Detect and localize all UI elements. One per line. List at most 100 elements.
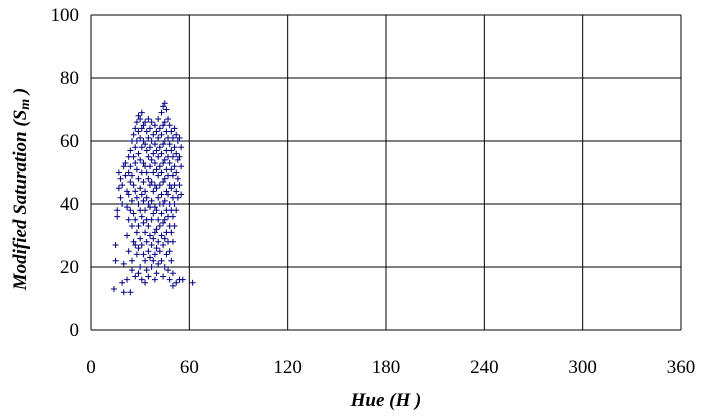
- data-point: [173, 131, 180, 138]
- data-point: [140, 122, 147, 129]
- data-point: [135, 150, 142, 157]
- x-tick-label: 0: [86, 357, 96, 378]
- data-point: [163, 251, 170, 258]
- data-point: [148, 264, 155, 270]
- data-point: [125, 191, 132, 198]
- data-point: [137, 235, 144, 242]
- data-point: [176, 153, 183, 160]
- data-point: [143, 194, 150, 201]
- data-point: [168, 257, 175, 264]
- data-point: [156, 125, 163, 132]
- data-point: [166, 160, 173, 167]
- data-point: [165, 267, 172, 274]
- data-point: [115, 185, 122, 192]
- grid-lines: [90, 14, 682, 331]
- data-point: [132, 160, 139, 167]
- data-point: [171, 125, 178, 132]
- data-point: [133, 229, 140, 236]
- data-point: [155, 194, 162, 201]
- data-point: [140, 138, 147, 144]
- data-point: [150, 169, 157, 176]
- data-point: [150, 257, 157, 264]
- data-point: [150, 210, 157, 217]
- data-point: [117, 194, 124, 201]
- data-point: [137, 115, 144, 122]
- data-point: [173, 188, 180, 195]
- data-point: [166, 276, 173, 283]
- data-point: [135, 112, 142, 119]
- data-point: [160, 122, 167, 129]
- data-point: [160, 219, 167, 226]
- data-point: [155, 216, 162, 223]
- data-point: [145, 153, 152, 160]
- data-point: [158, 257, 165, 264]
- data-point: [148, 138, 155, 144]
- y-tick-label: 60: [60, 131, 79, 152]
- data-point: [160, 160, 167, 167]
- data-point: [127, 163, 134, 170]
- data-point: [160, 178, 167, 185]
- data-point: [119, 279, 126, 286]
- data-point: [173, 207, 180, 214]
- data-point: [153, 245, 160, 252]
- data-point: [168, 185, 175, 192]
- data-point: [143, 147, 150, 154]
- data-point: [166, 122, 173, 129]
- data-point: [171, 201, 178, 207]
- data-point: [128, 257, 135, 264]
- data-point: [122, 160, 129, 167]
- data-point: [161, 138, 168, 144]
- data-point: [145, 201, 152, 207]
- data-point: [153, 207, 160, 214]
- data-point: [132, 216, 139, 223]
- data-point: [138, 191, 145, 198]
- data-point: [173, 150, 180, 157]
- data-point: [169, 213, 176, 220]
- data-point: [124, 204, 131, 211]
- data-point: [173, 279, 180, 286]
- data-point: [151, 276, 158, 283]
- x-tick-labels: 0 60 120 180 240 300 360: [86, 357, 695, 378]
- data-point: [145, 115, 152, 122]
- data-point: [138, 276, 145, 283]
- data-point: [153, 185, 160, 192]
- data-point: [132, 273, 139, 280]
- data-point: [147, 125, 153, 132]
- x-tick-label: 360: [667, 357, 696, 378]
- data-point: [161, 175, 168, 182]
- data-point: [142, 207, 149, 214]
- x-axis-title-symbol: H: [395, 390, 412, 411]
- data-point: [132, 241, 139, 248]
- data-point: [153, 147, 160, 154]
- data-point: [130, 210, 137, 217]
- y-tick-label: 40: [60, 194, 79, 215]
- data-point: [151, 251, 158, 258]
- data-point: [127, 147, 134, 154]
- data-points: [110, 100, 196, 296]
- data-point: [155, 153, 162, 160]
- data-point: [140, 197, 147, 204]
- data-point: [151, 160, 158, 167]
- data-point: [156, 182, 163, 189]
- data-point: [166, 248, 173, 255]
- data-point: [160, 201, 167, 207]
- data-point: [119, 201, 126, 207]
- data-point: [140, 219, 147, 226]
- data-point: [112, 241, 119, 248]
- data-point: [160, 273, 167, 280]
- data-point: [155, 260, 162, 267]
- x-tick-label: 120: [273, 357, 302, 378]
- data-point: [133, 119, 140, 126]
- data-point: [125, 169, 132, 176]
- data-point: [147, 163, 153, 170]
- data-point: [151, 229, 158, 236]
- data-point: [147, 232, 153, 239]
- data-point: [140, 178, 147, 185]
- data-point: [178, 144, 185, 151]
- data-point: [151, 141, 158, 148]
- data-point: [160, 241, 167, 248]
- data-point: [135, 245, 142, 252]
- data-point: [155, 172, 162, 179]
- data-point: [148, 241, 155, 248]
- x-axis-title-main: Hue: [350, 390, 385, 411]
